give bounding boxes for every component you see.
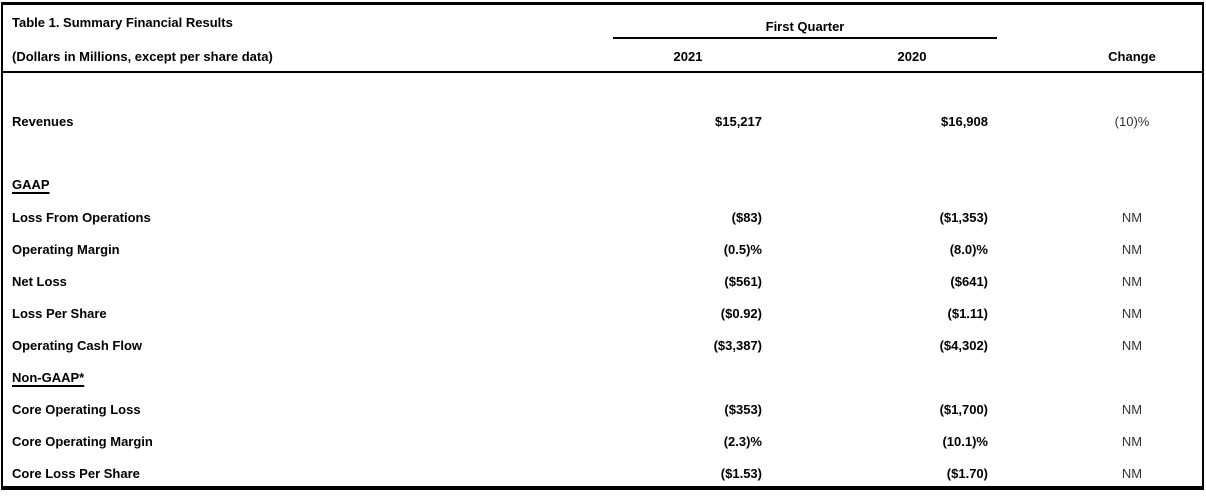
section-label: Non-GAAP*: [12, 370, 85, 385]
value-change: NM: [1121, 210, 1143, 225]
header-divider: [3, 71, 1202, 73]
column-header-change: Change: [1108, 49, 1156, 64]
value-change: NM: [1121, 242, 1143, 257]
table-row-core-loss-per-share: Core Loss Per Share ($1.53) ($1.70) NM: [0, 464, 1206, 484]
table-title: Table 1. Summary Financial Results: [12, 15, 233, 30]
value-2021: $15,217: [715, 114, 762, 129]
value-2021: ($561): [724, 274, 762, 289]
value-2020: ($1,700): [939, 402, 988, 417]
section-header-non-gaap: Non-GAAP*: [0, 368, 1206, 388]
value-2021: ($353): [724, 402, 762, 417]
column-header-2021: 2021: [673, 49, 703, 64]
table-row-net-loss: Net Loss ($561) ($641) NM: [0, 272, 1206, 292]
value-change: NM: [1121, 434, 1143, 449]
column-group-first-quarter: First Quarter: [765, 19, 845, 34]
value-change: NM: [1121, 306, 1143, 321]
row-label: Loss From Operations: [12, 210, 151, 225]
table-subtitle: (Dollars in Millions, except per share d…: [12, 49, 273, 64]
value-change: NM: [1121, 338, 1143, 353]
row-label: Operating Margin: [12, 242, 120, 257]
row-label: Loss Per Share: [12, 306, 107, 321]
value-2020: $16,908: [941, 114, 988, 129]
table-row-revenues: Revenues $15,217 $16,908 (10)%: [0, 112, 1206, 132]
table-row-loss-per-share: Loss Per Share ($0.92) ($1.11) NM: [0, 304, 1206, 324]
value-2021: ($1.53): [720, 466, 762, 481]
table-row-core-operating-margin: Core Operating Margin (2.3)% (10.1)% NM: [0, 432, 1206, 452]
row-label: Revenues: [12, 114, 74, 129]
value-change: NM: [1121, 402, 1143, 417]
table-row-operating-margin: Operating Margin (0.5)% (8.0)% NM: [0, 240, 1206, 260]
section-label: GAAP: [12, 177, 50, 192]
value-2020: ($641): [950, 274, 988, 289]
value-2020: (8.0)%: [949, 242, 988, 257]
first-quarter-underline: [613, 37, 997, 39]
section-header-gaap: GAAP: [0, 175, 1206, 195]
table-row-loss-from-operations: Loss From Operations ($83) ($1,353) NM: [0, 208, 1206, 228]
value-change: (10)%: [1114, 114, 1150, 129]
table-row-operating-cash-flow: Operating Cash Flow ($3,387) ($4,302) NM: [0, 336, 1206, 356]
value-2021: ($0.92): [720, 306, 762, 321]
value-change: NM: [1121, 274, 1143, 289]
value-2020: ($1,353): [939, 210, 988, 225]
value-2021: ($3,387): [713, 338, 762, 353]
row-label: Net Loss: [12, 274, 67, 289]
value-2020: ($1.70): [946, 466, 988, 481]
value-2020: ($1.11): [947, 306, 988, 321]
row-label: Core Operating Margin: [12, 434, 153, 449]
row-label: Core Operating Loss: [12, 402, 141, 417]
column-header-2020: 2020: [897, 49, 927, 64]
row-label: Operating Cash Flow: [12, 338, 143, 353]
row-label: Core Loss Per Share: [12, 466, 140, 481]
value-change: NM: [1121, 466, 1143, 481]
value-2020: ($4,302): [939, 338, 988, 353]
value-2020: (10.1)%: [942, 434, 988, 449]
table-row-core-operating-loss: Core Operating Loss ($353) ($1,700) NM: [0, 400, 1206, 420]
value-2021: ($83): [731, 210, 762, 225]
value-2021: (0.5)%: [723, 242, 762, 257]
value-2021: (2.3)%: [723, 434, 762, 449]
